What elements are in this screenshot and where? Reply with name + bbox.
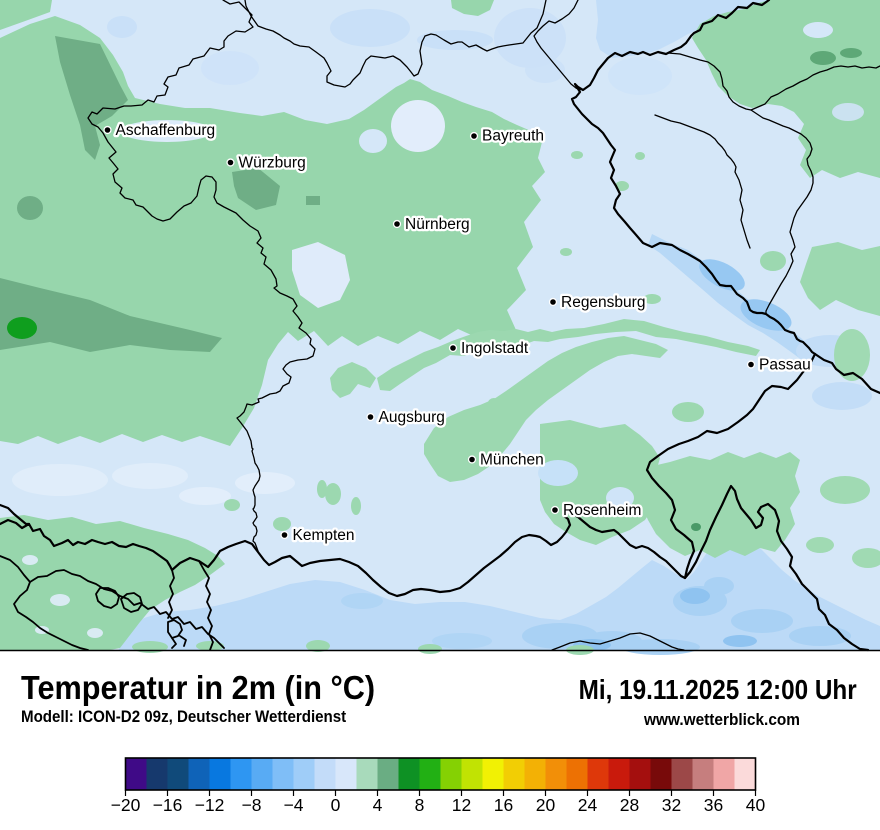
svg-text:16: 16: [494, 795, 513, 815]
svg-text:Würzburg: Würzburg: [239, 155, 306, 172]
svg-text:8: 8: [415, 795, 425, 815]
svg-text:0: 0: [331, 795, 341, 815]
svg-text:Augsburg: Augsburg: [379, 409, 445, 426]
svg-text:Aschaffenburg: Aschaffenburg: [116, 122, 216, 139]
svg-text:−4: −4: [284, 795, 304, 815]
svg-text:Bayreuth: Bayreuth: [482, 128, 544, 145]
svg-text:Rosenheim: Rosenheim: [563, 502, 641, 519]
svg-text:32: 32: [662, 795, 681, 815]
svg-text:−20: −20: [111, 795, 141, 815]
svg-text:24: 24: [578, 795, 598, 815]
svg-text:Passau: Passau: [759, 357, 811, 374]
svg-text:Nürnberg: Nürnberg: [405, 216, 470, 233]
svg-text:Regensburg: Regensburg: [561, 294, 645, 311]
svg-text:−16: −16: [153, 795, 183, 815]
svg-text:Ingolstadt: Ingolstadt: [461, 340, 529, 357]
svg-text:12: 12: [452, 795, 471, 815]
svg-text:−12: −12: [195, 795, 225, 815]
svg-text:Kempten: Kempten: [293, 527, 355, 544]
svg-text:München: München: [480, 452, 544, 469]
svg-text:28: 28: [620, 795, 639, 815]
svg-text:20: 20: [536, 795, 556, 815]
svg-text:4: 4: [373, 795, 383, 815]
svg-text:−8: −8: [242, 795, 262, 815]
svg-text:36: 36: [704, 795, 723, 815]
svg-text:40: 40: [746, 795, 766, 815]
